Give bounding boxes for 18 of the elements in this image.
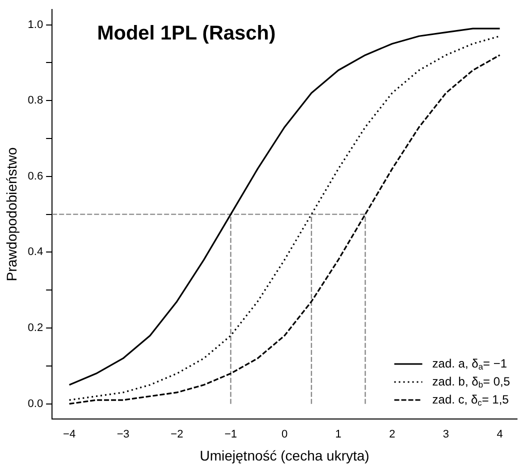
y-tick-label: 1.0 [28,18,44,31]
y-tick-label: 0.6 [28,170,44,182]
x-tick-label: −4 [63,428,76,441]
x-tick-label: −3 [116,428,130,441]
x-tick-label: 2 [389,428,396,441]
x-tick-label: 3 [442,428,450,441]
x-tick-label: 0 [281,428,288,441]
x-tick-label: −1 [224,428,238,441]
y-tick-label: 0.2 [28,322,44,334]
x-tick-label: 4 [496,428,503,441]
text: Model 1PL (Rasch) [97,22,276,45]
y-tick-label: 0.8 [28,94,44,107]
y-tick-label: 0.0 [28,398,44,410]
x-tick-label: 1 [335,428,342,441]
x-axis-title: Umiejętność (cecha ukryta) [200,447,370,464]
y-tick-label: 0.4 [28,246,44,258]
y-axis-title: Prawdopodobieństwo [3,147,20,282]
x-tick-label: −2 [170,428,184,441]
